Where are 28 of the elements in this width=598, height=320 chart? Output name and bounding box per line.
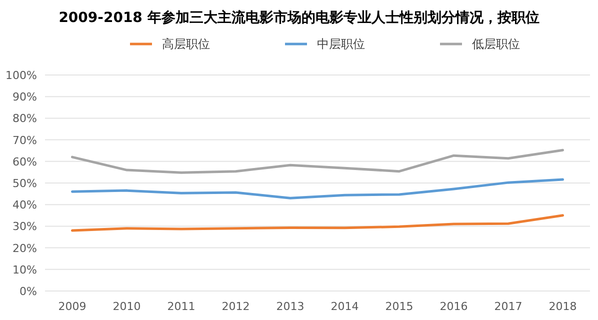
x-tick-label: 2017 bbox=[494, 300, 522, 313]
legend-label: 低层职位 bbox=[472, 37, 520, 51]
y-tick-label: 0% bbox=[20, 285, 37, 298]
legend-label: 高层职位 bbox=[162, 37, 210, 51]
x-tick-label: 2009 bbox=[58, 300, 86, 313]
y-tick-label: 100% bbox=[6, 69, 37, 82]
y-tick-label: 60% bbox=[12, 155, 37, 168]
x-tick-label: 2013 bbox=[276, 300, 304, 313]
y-tick-label: 80% bbox=[12, 112, 37, 126]
y-tick-label: 40% bbox=[12, 198, 37, 212]
y-tick-label: 30% bbox=[12, 220, 37, 234]
x-tick-label: 2018 bbox=[548, 300, 577, 313]
x-tick-label: 2016 bbox=[440, 300, 468, 313]
x-tick-label: 2011 bbox=[167, 300, 196, 313]
x-tick-label: 2010 bbox=[112, 300, 141, 313]
y-tick-label: 10% bbox=[12, 263, 37, 276]
x-tick-label: 2015 bbox=[385, 300, 414, 313]
y-tick-label: 70% bbox=[12, 134, 37, 147]
y-tick-label: 20% bbox=[12, 242, 37, 255]
x-tick-label: 2014 bbox=[330, 300, 359, 313]
y-tick-label: 90% bbox=[12, 90, 37, 104]
line-series bbox=[71, 148, 564, 174]
legend-label: 中层职位 bbox=[317, 37, 365, 51]
line-series bbox=[71, 178, 564, 200]
chart-title: 2009-2018 年参加三大主流电影市场的电影专业人士性别划分情况，按职位 bbox=[58, 9, 540, 26]
x-tick-label: 2012 bbox=[222, 300, 250, 313]
y-tick-label: 50% bbox=[12, 177, 37, 190]
line-series bbox=[71, 214, 564, 232]
